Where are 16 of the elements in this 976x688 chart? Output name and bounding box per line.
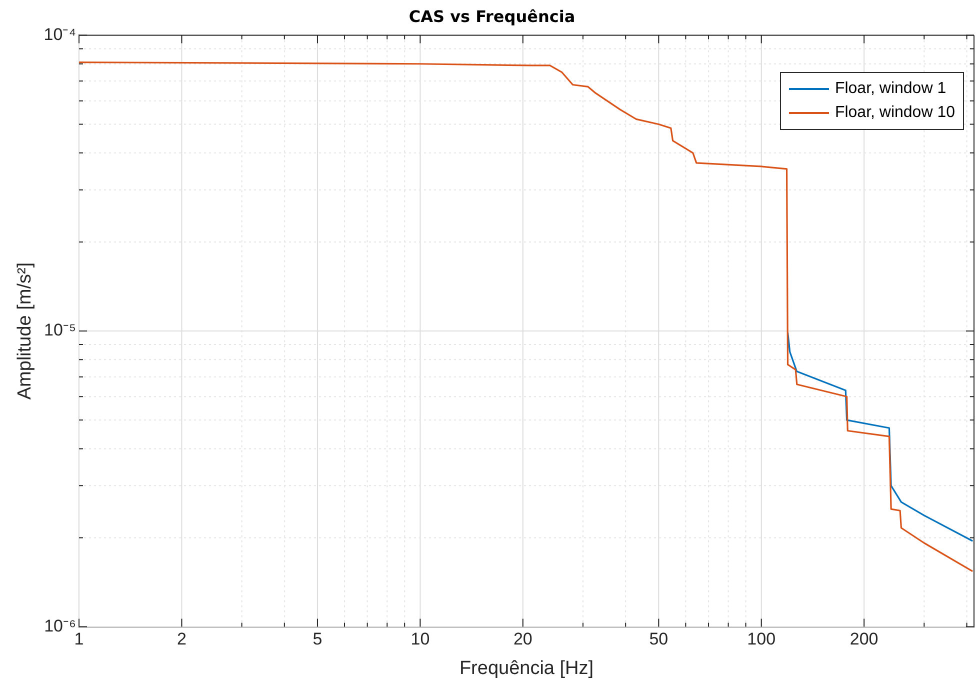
- x-tick-label: 2: [176, 630, 186, 649]
- x-tick-label: 1: [74, 630, 84, 649]
- y-tick-label: 10⁻⁵: [44, 320, 76, 340]
- y-tick-label: 10⁻⁶: [44, 616, 76, 636]
- x-axis-title: Frequência [Hz]: [459, 658, 594, 679]
- x-tick-label: 50: [649, 630, 668, 649]
- y-axis-title: Amplitude [m/s²]: [14, 262, 36, 400]
- x-tick-label: 100: [747, 630, 776, 649]
- legend-label: Floar, window 1: [834, 79, 946, 99]
- x-tick-label: 10: [410, 630, 430, 649]
- x-tick-label: 5: [312, 630, 322, 649]
- y-tick-label: 10⁻⁴: [44, 24, 76, 44]
- chart-title: CAS vs Frequência: [408, 6, 576, 26]
- x-tick-label: 200: [850, 630, 878, 649]
- x-tick-label: 20: [513, 630, 532, 649]
- legend-label: Floar, window 10: [834, 103, 955, 123]
